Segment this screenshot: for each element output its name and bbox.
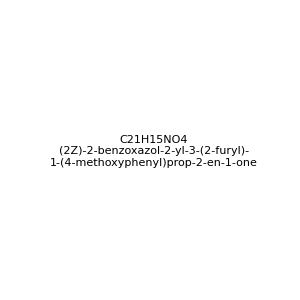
Text: C21H15NO4
(2Z)-2-benzoxazol-2-yl-3-(2-furyl)-
1-(4-methoxyphenyl)prop-2-en-1-one: C21H15NO4 (2Z)-2-benzoxazol-2-yl-3-(2-fu… (50, 135, 258, 168)
